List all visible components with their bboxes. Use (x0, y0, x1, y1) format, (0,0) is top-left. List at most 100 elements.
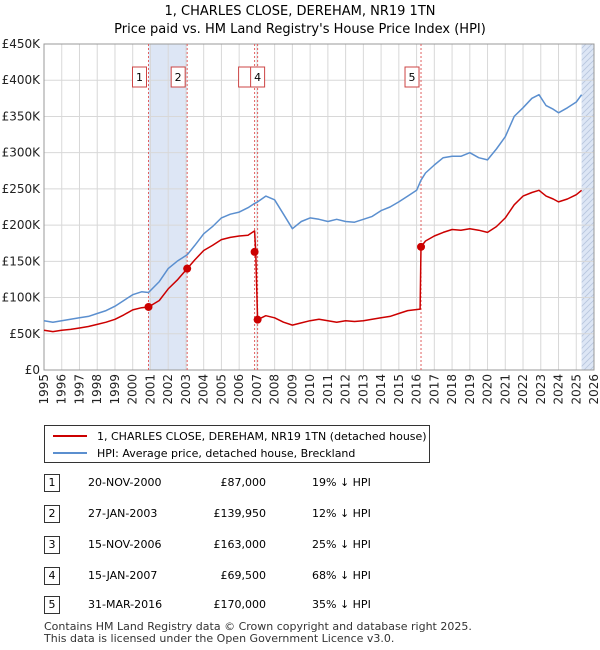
chart-legend: 1, CHARLES CLOSE, DEREHAM, NR19 1TN (det… (44, 425, 430, 463)
transaction-point (417, 242, 426, 251)
hatch-line (581, 275, 594, 289)
x-tick-label: 2007 (250, 374, 264, 405)
transaction-row: 1 20-NOV-2000 £87,000 19% ↓ HPI (44, 474, 424, 492)
transaction-label: 5 (409, 71, 416, 84)
x-tick-label: 2016 (410, 374, 424, 405)
transaction-number: 4 (44, 567, 60, 585)
hatch-line (581, 287, 594, 301)
transaction-date: 20-NOV-2000 (88, 476, 162, 489)
transaction-number: 5 (44, 596, 60, 614)
hatch-line (581, 125, 594, 139)
y-tick-label: £50K (9, 327, 41, 341)
hatch-line (581, 293, 594, 307)
hatch-line (581, 149, 594, 163)
hatch-line (582, 30, 594, 42)
transaction-row: 3 15-NOV-2006 £163,000 25% ↓ HPI (44, 536, 424, 554)
property-price-line (43, 189, 583, 333)
transaction-label-box (250, 66, 266, 88)
hatch-line (581, 65, 594, 79)
hatch-line (581, 197, 594, 211)
hatch-line (581, 167, 594, 181)
hpi-line-swatch (53, 452, 87, 454)
x-tick-label: 2025 (569, 374, 583, 405)
transaction-date: 15-JAN-2007 (88, 569, 158, 582)
hatch-line (581, 245, 594, 259)
hatch-line (581, 53, 594, 67)
hatch-line (581, 59, 594, 73)
transaction-label: 1 (136, 71, 143, 84)
hatch-line (583, 359, 594, 370)
hatch-line (581, 179, 594, 193)
hatch-line (581, 95, 594, 109)
hatch-line (581, 107, 594, 121)
x-tick-label: 1999 (108, 374, 122, 405)
transaction-label-box (404, 66, 420, 88)
hatch-line (581, 209, 594, 223)
shaded-period (581, 44, 594, 370)
x-tick-label: 2002 (161, 374, 175, 405)
x-tick-label: 2011 (321, 374, 335, 405)
hatch-line (581, 83, 594, 97)
hatch-line (581, 191, 594, 205)
x-tick-label: 2015 (392, 374, 406, 405)
hatch-line (581, 44, 587, 49)
y-tick-label: £300K (2, 146, 42, 160)
x-tick-label: 1997 (72, 374, 86, 405)
price-chart: £0 £50K £100K £150K £200K £250K £300K £350K £400… (2, 24, 600, 405)
hatch-line (581, 203, 594, 217)
hatch-line (581, 215, 594, 229)
x-tick-label: 2018 (445, 374, 459, 405)
hatch-line (581, 143, 594, 157)
x-tick-label: 2005 (214, 374, 228, 405)
legend-entry-property: 1, CHARLES CLOSE, DEREHAM, NR19 1TN (det… (53, 428, 427, 444)
transaction-number: 2 (44, 505, 60, 523)
transaction-price: £69,500 (220, 569, 267, 582)
transaction-number: 1 (44, 474, 60, 492)
y-tick-label: £200K (2, 218, 42, 232)
transaction-hpi-diff: 12% ↓ HPI (312, 507, 371, 520)
y-tick-label: £100K (2, 291, 42, 305)
plot-frame (43, 43, 595, 371)
transaction-row: 5 31-MAR-2016 £170,000 35% ↓ HPI (44, 596, 424, 614)
hatch-line (581, 305, 594, 319)
x-tick-label: 2026 (587, 374, 600, 405)
hatch-line (581, 311, 594, 325)
chart-title-line1: 1, CHARLES CLOSE, DEREHAM, NR19 1TN (164, 4, 436, 19)
x-tick-label: 2009 (285, 374, 299, 405)
transaction-point (250, 247, 259, 256)
footer-licence: This data is licensed under the Open Gov… (44, 632, 395, 645)
hatch-line (582, 24, 594, 36)
transaction-price: £87,000 (220, 476, 267, 489)
transaction-row: 4 15-JAN-2007 £69,500 68% ↓ HPI (44, 567, 424, 585)
y-tick-label: £150K (2, 254, 42, 268)
x-tick-label: 2013 (356, 374, 370, 405)
property-line-swatch (53, 435, 87, 437)
transaction-hpi-diff: 19% ↓ HPI (312, 476, 371, 489)
transaction-label-box (170, 66, 186, 88)
transaction-row: 2 27-JAN-2003 £139,950 12% ↓ HPI (44, 505, 424, 523)
x-tick-label: 2019 (463, 374, 477, 405)
hatch-line (581, 353, 594, 367)
transaction-label: 4 (254, 71, 261, 84)
hatch-line (581, 335, 594, 349)
transaction-point (183, 264, 192, 273)
hatch-line (581, 323, 594, 337)
hatch-line (581, 89, 594, 103)
transaction-hpi-diff: 25% ↓ HPI (312, 538, 371, 551)
hpi-line (43, 93, 583, 323)
x-tick-label: 2001 (143, 374, 157, 405)
transaction-date: 27-JAN-2003 (88, 507, 158, 520)
hatch-line (581, 281, 594, 295)
transaction-price: £170,000 (213, 598, 267, 611)
legend-property-label: 1, CHARLES CLOSE, DEREHAM, NR19 1TN (det… (97, 429, 427, 443)
transaction-hpi-diff: 35% ↓ HPI (312, 598, 371, 611)
transaction-date: 15-NOV-2006 (88, 538, 162, 551)
hatch-line (581, 299, 594, 313)
x-tick-label: 2012 (339, 374, 353, 405)
x-tick-label: 2010 (303, 374, 317, 405)
x-tick-label: 1996 (55, 374, 69, 405)
hatch-line (581, 263, 594, 277)
x-tick-label: 2006 (232, 374, 246, 405)
hatch-line (581, 269, 594, 283)
hatch-line (581, 341, 594, 355)
